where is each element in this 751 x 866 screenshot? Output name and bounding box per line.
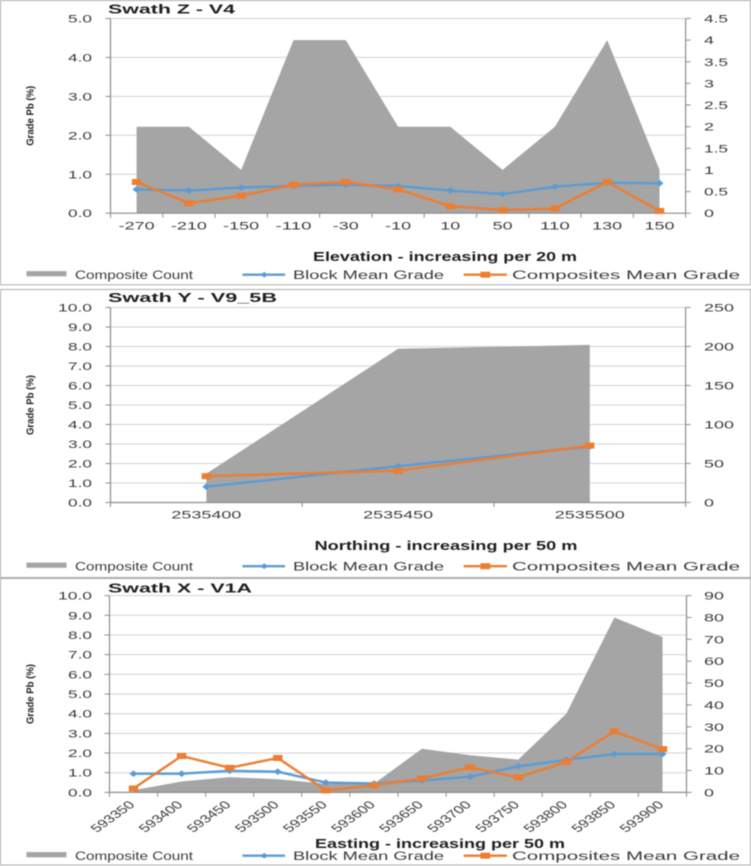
svg-text:5.0: 5.0 <box>68 14 92 26</box>
svg-text:110: 110 <box>540 221 570 233</box>
svg-text:Swath X - V1A: Swath X - V1A <box>108 581 253 596</box>
svg-text:10: 10 <box>704 766 724 778</box>
svg-text:Swath Y - V9_5B: Swath Y - V9_5B <box>108 290 277 305</box>
svg-text:3.0: 3.0 <box>68 91 92 103</box>
svg-text:-210: -210 <box>171 221 207 233</box>
svg-text:-110: -110 <box>276 221 312 233</box>
svg-text:8.0: 8.0 <box>68 342 92 354</box>
svg-text:30: 30 <box>704 722 724 734</box>
svg-text:80: 80 <box>704 613 724 625</box>
svg-text:Swath Z - V4: Swath Z - V4 <box>108 2 236 17</box>
svg-text:10: 10 <box>440 221 460 233</box>
svg-text:0.0: 0.0 <box>68 208 92 220</box>
svg-text:2535400: 2535400 <box>171 510 241 522</box>
svg-text:2.0: 2.0 <box>68 130 92 142</box>
svg-text:-150: -150 <box>223 221 259 233</box>
svg-text:2: 2 <box>704 122 714 134</box>
svg-text:1.0: 1.0 <box>68 169 92 181</box>
svg-text:0.5: 0.5 <box>704 187 728 199</box>
svg-text:150: 150 <box>704 381 734 393</box>
svg-text:2.5: 2.5 <box>704 100 728 112</box>
svg-text:10.0: 10.0 <box>58 591 92 603</box>
svg-text:Block Mean Grade: Block Mean Grade <box>293 851 444 863</box>
svg-text:1.5: 1.5 <box>704 143 728 155</box>
svg-text:50: 50 <box>493 221 513 233</box>
svg-text:Composite Count: Composite Count <box>75 562 194 574</box>
svg-text:Grade Pb (%): Grade Pb (%) <box>26 375 37 435</box>
svg-text:Elevation - increasing per 20: Elevation - increasing per 20 m <box>313 249 577 264</box>
svg-text:50: 50 <box>704 459 724 471</box>
svg-text:6.0: 6.0 <box>68 381 92 393</box>
svg-text:8.0: 8.0 <box>68 630 92 642</box>
svg-text:Grade Pb (%): Grade Pb (%) <box>26 664 37 724</box>
svg-text:0: 0 <box>704 208 714 220</box>
svg-text:40: 40 <box>704 700 724 712</box>
svg-text:50: 50 <box>704 678 724 690</box>
svg-text:60: 60 <box>704 656 724 668</box>
svg-text:-30: -30 <box>333 221 359 233</box>
svg-text:Northing - increasing per 50 m: Northing - increasing per 50 m <box>315 538 578 553</box>
svg-text:7.0: 7.0 <box>68 650 92 662</box>
svg-text:3.0: 3.0 <box>68 439 92 451</box>
svg-text:20: 20 <box>704 744 724 756</box>
svg-text:0: 0 <box>704 787 714 799</box>
svg-text:1: 1 <box>704 165 714 177</box>
svg-text:130: 130 <box>592 221 622 233</box>
svg-text:4.0: 4.0 <box>68 420 92 432</box>
svg-text:5.0: 5.0 <box>68 400 92 412</box>
svg-text:Composites Mean Grade: Composites Mean Grade <box>512 270 740 282</box>
svg-text:100: 100 <box>704 420 734 432</box>
svg-text:2535500: 2535500 <box>555 510 625 522</box>
svg-text:7.0: 7.0 <box>68 361 92 373</box>
svg-text:10.0: 10.0 <box>58 303 92 315</box>
svg-text:90: 90 <box>704 591 724 603</box>
svg-text:9.0: 9.0 <box>68 610 92 622</box>
svg-text:3.0: 3.0 <box>68 728 92 740</box>
svg-text:6.0: 6.0 <box>68 669 92 681</box>
svg-text:4.0: 4.0 <box>68 52 92 64</box>
svg-text:0.0: 0.0 <box>68 787 92 799</box>
svg-text:3: 3 <box>704 78 714 90</box>
svg-text:Composite Count: Composite Count <box>75 270 194 282</box>
svg-text:2535450: 2535450 <box>363 510 433 522</box>
svg-text:Grade Pb (%): Grade Pb (%) <box>26 86 37 146</box>
svg-text:1.0: 1.0 <box>68 768 92 780</box>
svg-text:0.0: 0.0 <box>68 498 92 510</box>
svg-text:9.0: 9.0 <box>68 322 92 334</box>
svg-text:Composite Count: Composite Count <box>75 851 194 863</box>
svg-text:4.5: 4.5 <box>704 14 728 26</box>
svg-text:Block Mean Grade: Block Mean Grade <box>293 562 444 574</box>
svg-text:Block Mean Grade: Block Mean Grade <box>293 270 444 282</box>
svg-text:70: 70 <box>704 634 724 646</box>
svg-text:4: 4 <box>704 35 714 47</box>
svg-text:1.0: 1.0 <box>68 478 92 490</box>
svg-text:4.0: 4.0 <box>68 709 92 721</box>
svg-text:-10: -10 <box>385 221 411 233</box>
svg-text:200: 200 <box>704 342 734 354</box>
svg-text:3.5: 3.5 <box>704 57 728 69</box>
svg-text:2.0: 2.0 <box>68 748 92 760</box>
svg-text:Composites Mean Grade: Composites Mean Grade <box>512 851 740 863</box>
svg-text:2.0: 2.0 <box>68 459 92 471</box>
svg-text:150: 150 <box>645 221 675 233</box>
svg-text:250: 250 <box>704 303 734 315</box>
svg-text:0: 0 <box>704 498 714 510</box>
svg-text:Easting - increasing per 50 m: Easting - increasing per 50 m <box>315 836 565 851</box>
svg-text:Composites Mean Grade: Composites Mean Grade <box>512 562 740 574</box>
svg-text:-270: -270 <box>119 221 155 233</box>
svg-text:5.0: 5.0 <box>68 689 92 701</box>
